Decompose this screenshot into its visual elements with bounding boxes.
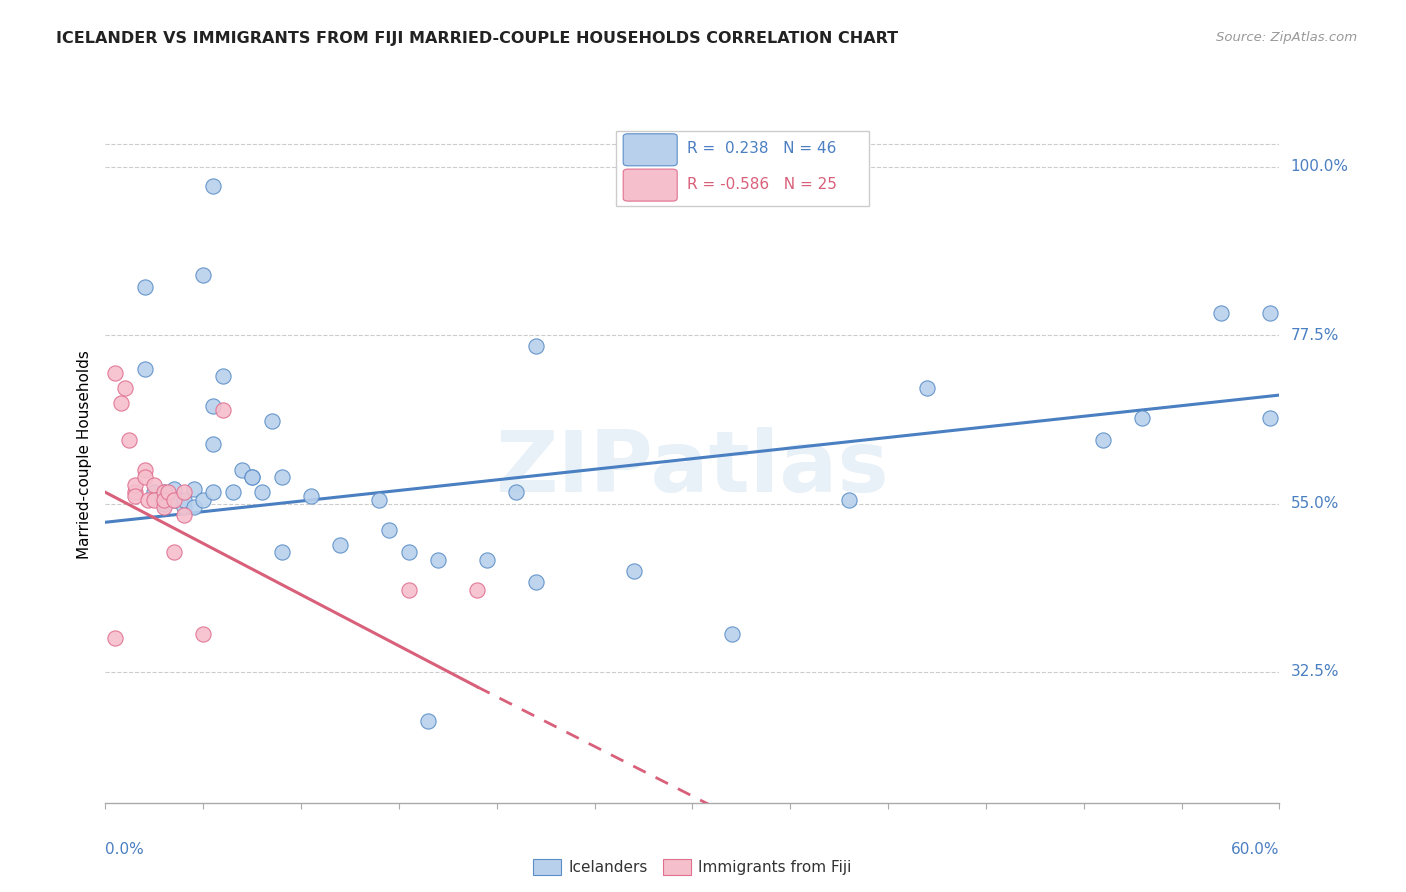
Point — [1132, 410, 1154, 425]
Point — [138, 492, 160, 507]
Point — [173, 500, 195, 515]
Point — [124, 478, 146, 492]
Point — [221, 485, 243, 500]
Point — [163, 545, 186, 559]
Point — [299, 489, 322, 503]
Point — [202, 178, 225, 193]
Point — [211, 403, 233, 417]
Point — [104, 366, 127, 380]
Point — [1258, 306, 1281, 320]
FancyBboxPatch shape — [616, 131, 869, 206]
Point — [134, 463, 156, 477]
Point — [163, 482, 186, 496]
Point — [260, 414, 283, 428]
Text: ICELANDER VS IMMIGRANTS FROM FIJI MARRIED-COUPLE HOUSEHOLDS CORRELATION CHART: ICELANDER VS IMMIGRANTS FROM FIJI MARRIE… — [56, 31, 898, 46]
Point — [157, 485, 180, 500]
Point — [124, 485, 146, 500]
Point — [153, 497, 176, 511]
Text: ZIPatlas: ZIPatlas — [495, 427, 890, 510]
Point — [202, 485, 225, 500]
Point — [915, 381, 938, 395]
Point — [1209, 306, 1232, 320]
Point — [193, 268, 215, 283]
Point — [134, 470, 156, 484]
Point — [110, 395, 132, 409]
Point — [838, 492, 860, 507]
Point — [623, 564, 645, 578]
Point — [475, 552, 498, 566]
Point — [183, 482, 205, 496]
Point — [524, 575, 547, 590]
Point — [240, 470, 263, 484]
Point — [329, 538, 352, 552]
Point — [183, 500, 205, 515]
Point — [465, 582, 488, 597]
Point — [1258, 410, 1281, 425]
Point — [378, 523, 401, 537]
Point — [202, 399, 225, 413]
Text: 100.0%: 100.0% — [1291, 160, 1348, 175]
Point — [134, 279, 156, 293]
Point — [153, 500, 176, 515]
Point — [143, 492, 166, 507]
Point — [398, 582, 420, 597]
Point — [211, 369, 233, 384]
Point — [720, 627, 742, 641]
Legend: Icelanders, Immigrants from Fiji: Icelanders, Immigrants from Fiji — [533, 859, 852, 875]
Point — [153, 485, 176, 500]
Point — [118, 433, 141, 447]
Point — [418, 714, 440, 728]
Point — [202, 436, 225, 450]
Point — [398, 545, 420, 559]
Text: R = -0.586   N = 25: R = -0.586 N = 25 — [686, 177, 837, 192]
Point — [505, 485, 527, 500]
Point — [193, 492, 215, 507]
Point — [231, 463, 253, 477]
Point — [427, 552, 450, 566]
Point — [1092, 433, 1115, 447]
Point — [270, 470, 292, 484]
Point — [153, 485, 176, 500]
Text: 0.0%: 0.0% — [105, 842, 145, 856]
Point — [270, 545, 292, 559]
Point — [124, 489, 146, 503]
Point — [104, 631, 127, 645]
Point — [114, 381, 136, 395]
Text: 55.0%: 55.0% — [1291, 496, 1339, 511]
Text: 32.5%: 32.5% — [1291, 665, 1339, 680]
Point — [173, 492, 195, 507]
Point — [143, 478, 166, 492]
Point — [153, 492, 176, 507]
Text: Source: ZipAtlas.com: Source: ZipAtlas.com — [1216, 31, 1357, 45]
Point — [173, 508, 195, 522]
Point — [193, 627, 215, 641]
Point — [250, 485, 273, 500]
Text: 77.5%: 77.5% — [1291, 327, 1339, 343]
Point — [173, 485, 195, 500]
Text: 60.0%: 60.0% — [1232, 842, 1279, 856]
Point — [163, 492, 186, 507]
Point — [240, 470, 263, 484]
Point — [368, 492, 391, 507]
Point — [134, 362, 156, 376]
FancyBboxPatch shape — [623, 169, 678, 201]
FancyBboxPatch shape — [623, 134, 678, 166]
Point — [163, 492, 186, 507]
Y-axis label: Married-couple Households: Married-couple Households — [76, 351, 91, 559]
Point — [143, 485, 166, 500]
Text: R =  0.238   N = 46: R = 0.238 N = 46 — [686, 141, 837, 156]
Point — [524, 339, 547, 353]
